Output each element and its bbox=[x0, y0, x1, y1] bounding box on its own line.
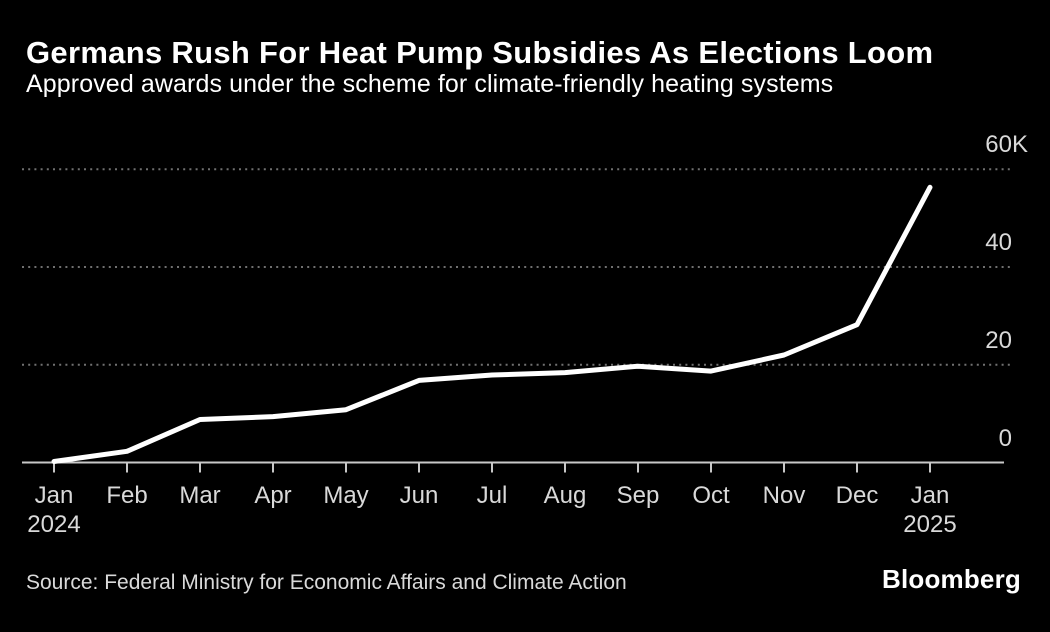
y-tick-value: 20 bbox=[985, 326, 1012, 354]
x-tick-month: Mar bbox=[179, 482, 221, 509]
x-tick-month: Feb bbox=[106, 482, 148, 509]
x-axis-tick-label: Mar bbox=[179, 481, 220, 510]
x-tick-month: Dec bbox=[835, 482, 879, 509]
x-axis-tick-label: Jan 2025 bbox=[903, 481, 956, 539]
x-tick-year: 2024 bbox=[27, 511, 81, 538]
x-tick-month: Jan bbox=[910, 482, 950, 509]
x-tick-month: Aug bbox=[543, 482, 587, 509]
y-axis-tick-label: 0 bbox=[912, 425, 1012, 453]
y-axis-tick-label: 20 bbox=[912, 327, 1012, 355]
x-axis-tick-label: Oct bbox=[692, 481, 729, 510]
y-tick-value: 40 bbox=[985, 229, 1012, 256]
x-axis-tick-label: Apr bbox=[254, 481, 291, 510]
x-axis-tick-label: Feb bbox=[106, 481, 147, 510]
y-tick-unit-suffix: K bbox=[1012, 131, 1029, 159]
x-tick-month: Jan bbox=[34, 482, 74, 509]
x-axis-tick-label: Jul bbox=[477, 481, 508, 510]
x-axis-tick-label: Dec bbox=[836, 481, 879, 510]
x-axis-tick-label: Nov bbox=[763, 481, 806, 510]
bloomberg-logo: Bloomberg bbox=[881, 564, 1021, 594]
y-axis-tick-label: 40 bbox=[912, 229, 1012, 257]
x-axis-tick-label: May bbox=[323, 481, 368, 510]
x-tick-month: Jun bbox=[399, 482, 439, 509]
x-axis-tick-label: Jan 2024 bbox=[27, 481, 80, 539]
y-tick-value: 60 bbox=[985, 131, 1012, 159]
y-axis-tick-label: 60 K bbox=[912, 131, 1028, 159]
x-tick-month: Sep bbox=[616, 482, 660, 509]
data-line-approved-awards bbox=[51, 184, 933, 464]
x-axis-tick-label: Aug bbox=[544, 481, 587, 510]
chart-title: Germans Rush For Heat Pump Subsidies As … bbox=[26, 35, 934, 70]
x-axis-tick-label: Sep bbox=[617, 481, 660, 510]
y-tick-value: 0 bbox=[998, 424, 1012, 452]
x-tick-month: May bbox=[323, 482, 369, 509]
x-tick-month: Apr bbox=[254, 482, 292, 509]
x-tick-month: Nov bbox=[762, 482, 806, 509]
x-tick-year: 2025 bbox=[903, 511, 957, 538]
x-tick-month: Oct bbox=[692, 482, 730, 509]
x-axis-tick-label: Jun bbox=[400, 481, 439, 510]
source-credit: Source: Federal Ministry for Economic Af… bbox=[26, 571, 627, 594]
chart-subtitle: Approved awards under the scheme for cli… bbox=[26, 70, 834, 98]
x-tick-month: Jul bbox=[476, 482, 508, 509]
